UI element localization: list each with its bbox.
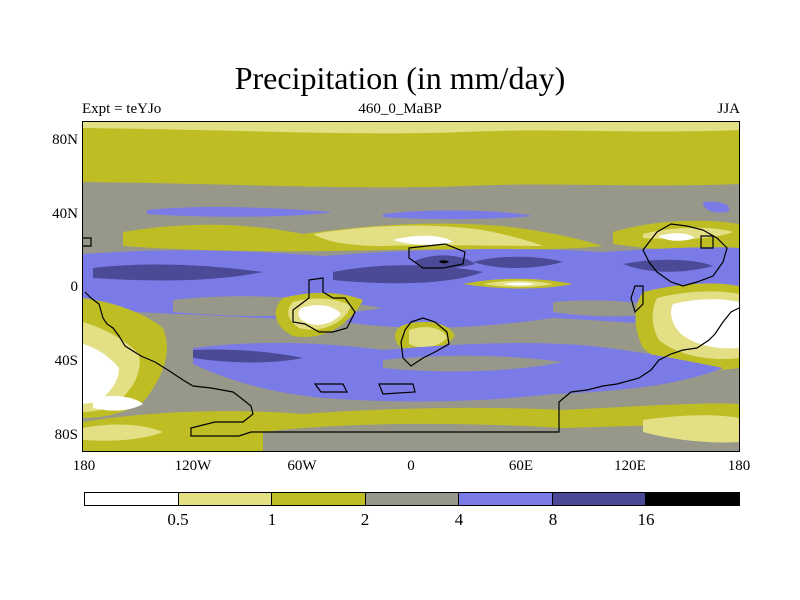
contour-band-0-0.5 xyxy=(503,282,535,286)
contour-band-0.5-1 xyxy=(409,327,447,348)
colorbar-segment xyxy=(646,493,740,505)
continent-outlines xyxy=(83,223,739,437)
contour-band-8-16 xyxy=(333,265,483,284)
season-label: JJA xyxy=(717,101,740,117)
contour-band-1-2 xyxy=(83,122,739,188)
lon-label-120e: 120E xyxy=(614,458,646,474)
lon-label-180e: 180 xyxy=(727,458,751,474)
colorbar-label: 16 xyxy=(637,510,655,529)
contour-band-2-4 xyxy=(263,423,739,451)
contour-band-0.5-1 xyxy=(83,424,163,441)
colorbar-label: 0.5 xyxy=(167,510,189,529)
continent-outline xyxy=(700,235,714,249)
contour-band-0-0.5 xyxy=(658,233,695,241)
contour-band-8-16 xyxy=(193,349,303,363)
lat-label-40n: 40N xyxy=(52,206,78,222)
lon-label-180w: 180 xyxy=(72,458,96,474)
continent-outline xyxy=(378,383,416,395)
lat-label-80n: 80N xyxy=(52,132,78,148)
colorbar-label: 2 xyxy=(360,510,370,529)
colorbar xyxy=(84,492,740,506)
contour-band-2-4 xyxy=(383,355,563,372)
colorbar-segment xyxy=(85,493,179,505)
continent-outline xyxy=(83,237,92,247)
lon-label-0: 0 xyxy=(407,458,415,474)
contour-band-16-plus xyxy=(439,260,449,264)
colorbar-segment xyxy=(552,493,647,505)
precipitation-map xyxy=(82,121,740,452)
continent-outline xyxy=(630,285,644,314)
contour-band-0-0.5 xyxy=(393,235,453,245)
continent-outline xyxy=(292,277,356,333)
lon-label-120w: 120W xyxy=(174,458,212,474)
lat-label-80s: 80S xyxy=(54,427,78,443)
lat-label-eq: 0 xyxy=(70,279,79,295)
colorbar-segment xyxy=(272,493,366,505)
contour-band-4-8 xyxy=(383,210,533,220)
contour-band-4-8 xyxy=(147,206,333,217)
colorbar-label: 1 xyxy=(267,510,277,529)
lat-label-40s: 40S xyxy=(54,353,78,369)
lon-label-60e: 60E xyxy=(508,458,534,474)
contour-band-0-0.5 xyxy=(83,344,119,404)
colorbar-segment xyxy=(178,493,273,505)
contour-band-0-0.5 xyxy=(671,299,739,349)
contour-band-0.5-1 xyxy=(83,122,739,134)
continent-outline xyxy=(408,243,466,269)
continent-outline xyxy=(642,223,728,287)
precipitation-field xyxy=(83,122,739,451)
contour-band-4-8 xyxy=(703,201,730,213)
contour-band-0-0.5 xyxy=(298,305,341,325)
continent-outline xyxy=(400,317,450,367)
contour-band-8-16 xyxy=(93,264,263,281)
continent-outline xyxy=(84,291,739,437)
colorbar-segment xyxy=(459,493,553,505)
contour-band-8-16 xyxy=(623,259,713,272)
period-label: 460_0_MaBP xyxy=(358,101,442,117)
lon-label-60w: 60W xyxy=(287,458,317,474)
map-title: Precipitation (in mm/day) xyxy=(234,60,566,96)
colorbar-label: 8 xyxy=(548,510,558,529)
contour-band-4-8 xyxy=(193,342,723,402)
experiment-label: Expt = teYJo xyxy=(82,101,162,117)
contour-band-0.5-1 xyxy=(643,415,739,443)
contour-band-0-0.5 xyxy=(93,396,143,411)
colorbar-segment xyxy=(365,493,460,505)
contour-band-8-16 xyxy=(473,256,563,268)
colorbar-label: 4 xyxy=(454,510,464,529)
continent-outline xyxy=(313,383,348,393)
